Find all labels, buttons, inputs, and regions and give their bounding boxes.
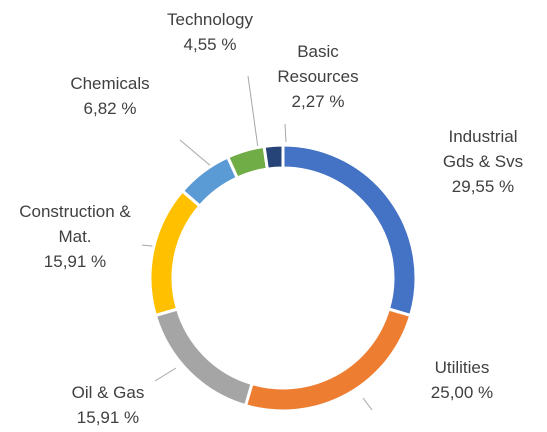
category-label: Oil & Gas [71, 383, 145, 402]
donut-segment [153, 307, 254, 408]
category-label: Chemicals [70, 74, 150, 93]
data-label: Oil & Gas 15,91 % [48, 380, 168, 430]
leader-line [154, 367, 177, 382]
leader-line [362, 397, 373, 411]
data-label: Chemicals 6,82 % [50, 71, 170, 121]
category-label: Utilities [434, 358, 490, 377]
category-label: Industrial Gds & Svs [442, 127, 524, 171]
donut-segment [262, 143, 285, 171]
leader-line [247, 75, 259, 149]
value-label: 15,91 % [76, 408, 140, 427]
value-label: 25,00 % [430, 383, 494, 402]
value-label: 6,82 % [83, 99, 137, 118]
donut-segment [180, 155, 240, 209]
category-label: Basic Resources [277, 42, 359, 86]
leader-line [179, 139, 213, 168]
donut-segment [225, 144, 270, 180]
data-label: Technology 4,55 % [150, 7, 270, 57]
category-label: Technology [166, 10, 253, 29]
category-label: Construction & Mat. [19, 202, 131, 246]
leader-lines [141, 75, 373, 411]
donut-segment [243, 307, 413, 413]
data-label: Industrial Gds & Svs 29,55 % [433, 124, 533, 199]
value-label: 15,91 % [43, 252, 107, 271]
value-label: 29,55 % [451, 177, 515, 196]
donut-segment [148, 188, 202, 318]
value-label: 4,55 % [183, 35, 237, 54]
data-label: Construction & Mat. 15,91 % [19, 199, 131, 274]
data-label: Utilities 25,00 % [402, 355, 522, 405]
leader-line [284, 123, 287, 143]
data-label: Basic Resources 2,27 % [266, 39, 371, 114]
value-label: 2,27 % [291, 92, 345, 111]
donut-segment [281, 143, 418, 318]
